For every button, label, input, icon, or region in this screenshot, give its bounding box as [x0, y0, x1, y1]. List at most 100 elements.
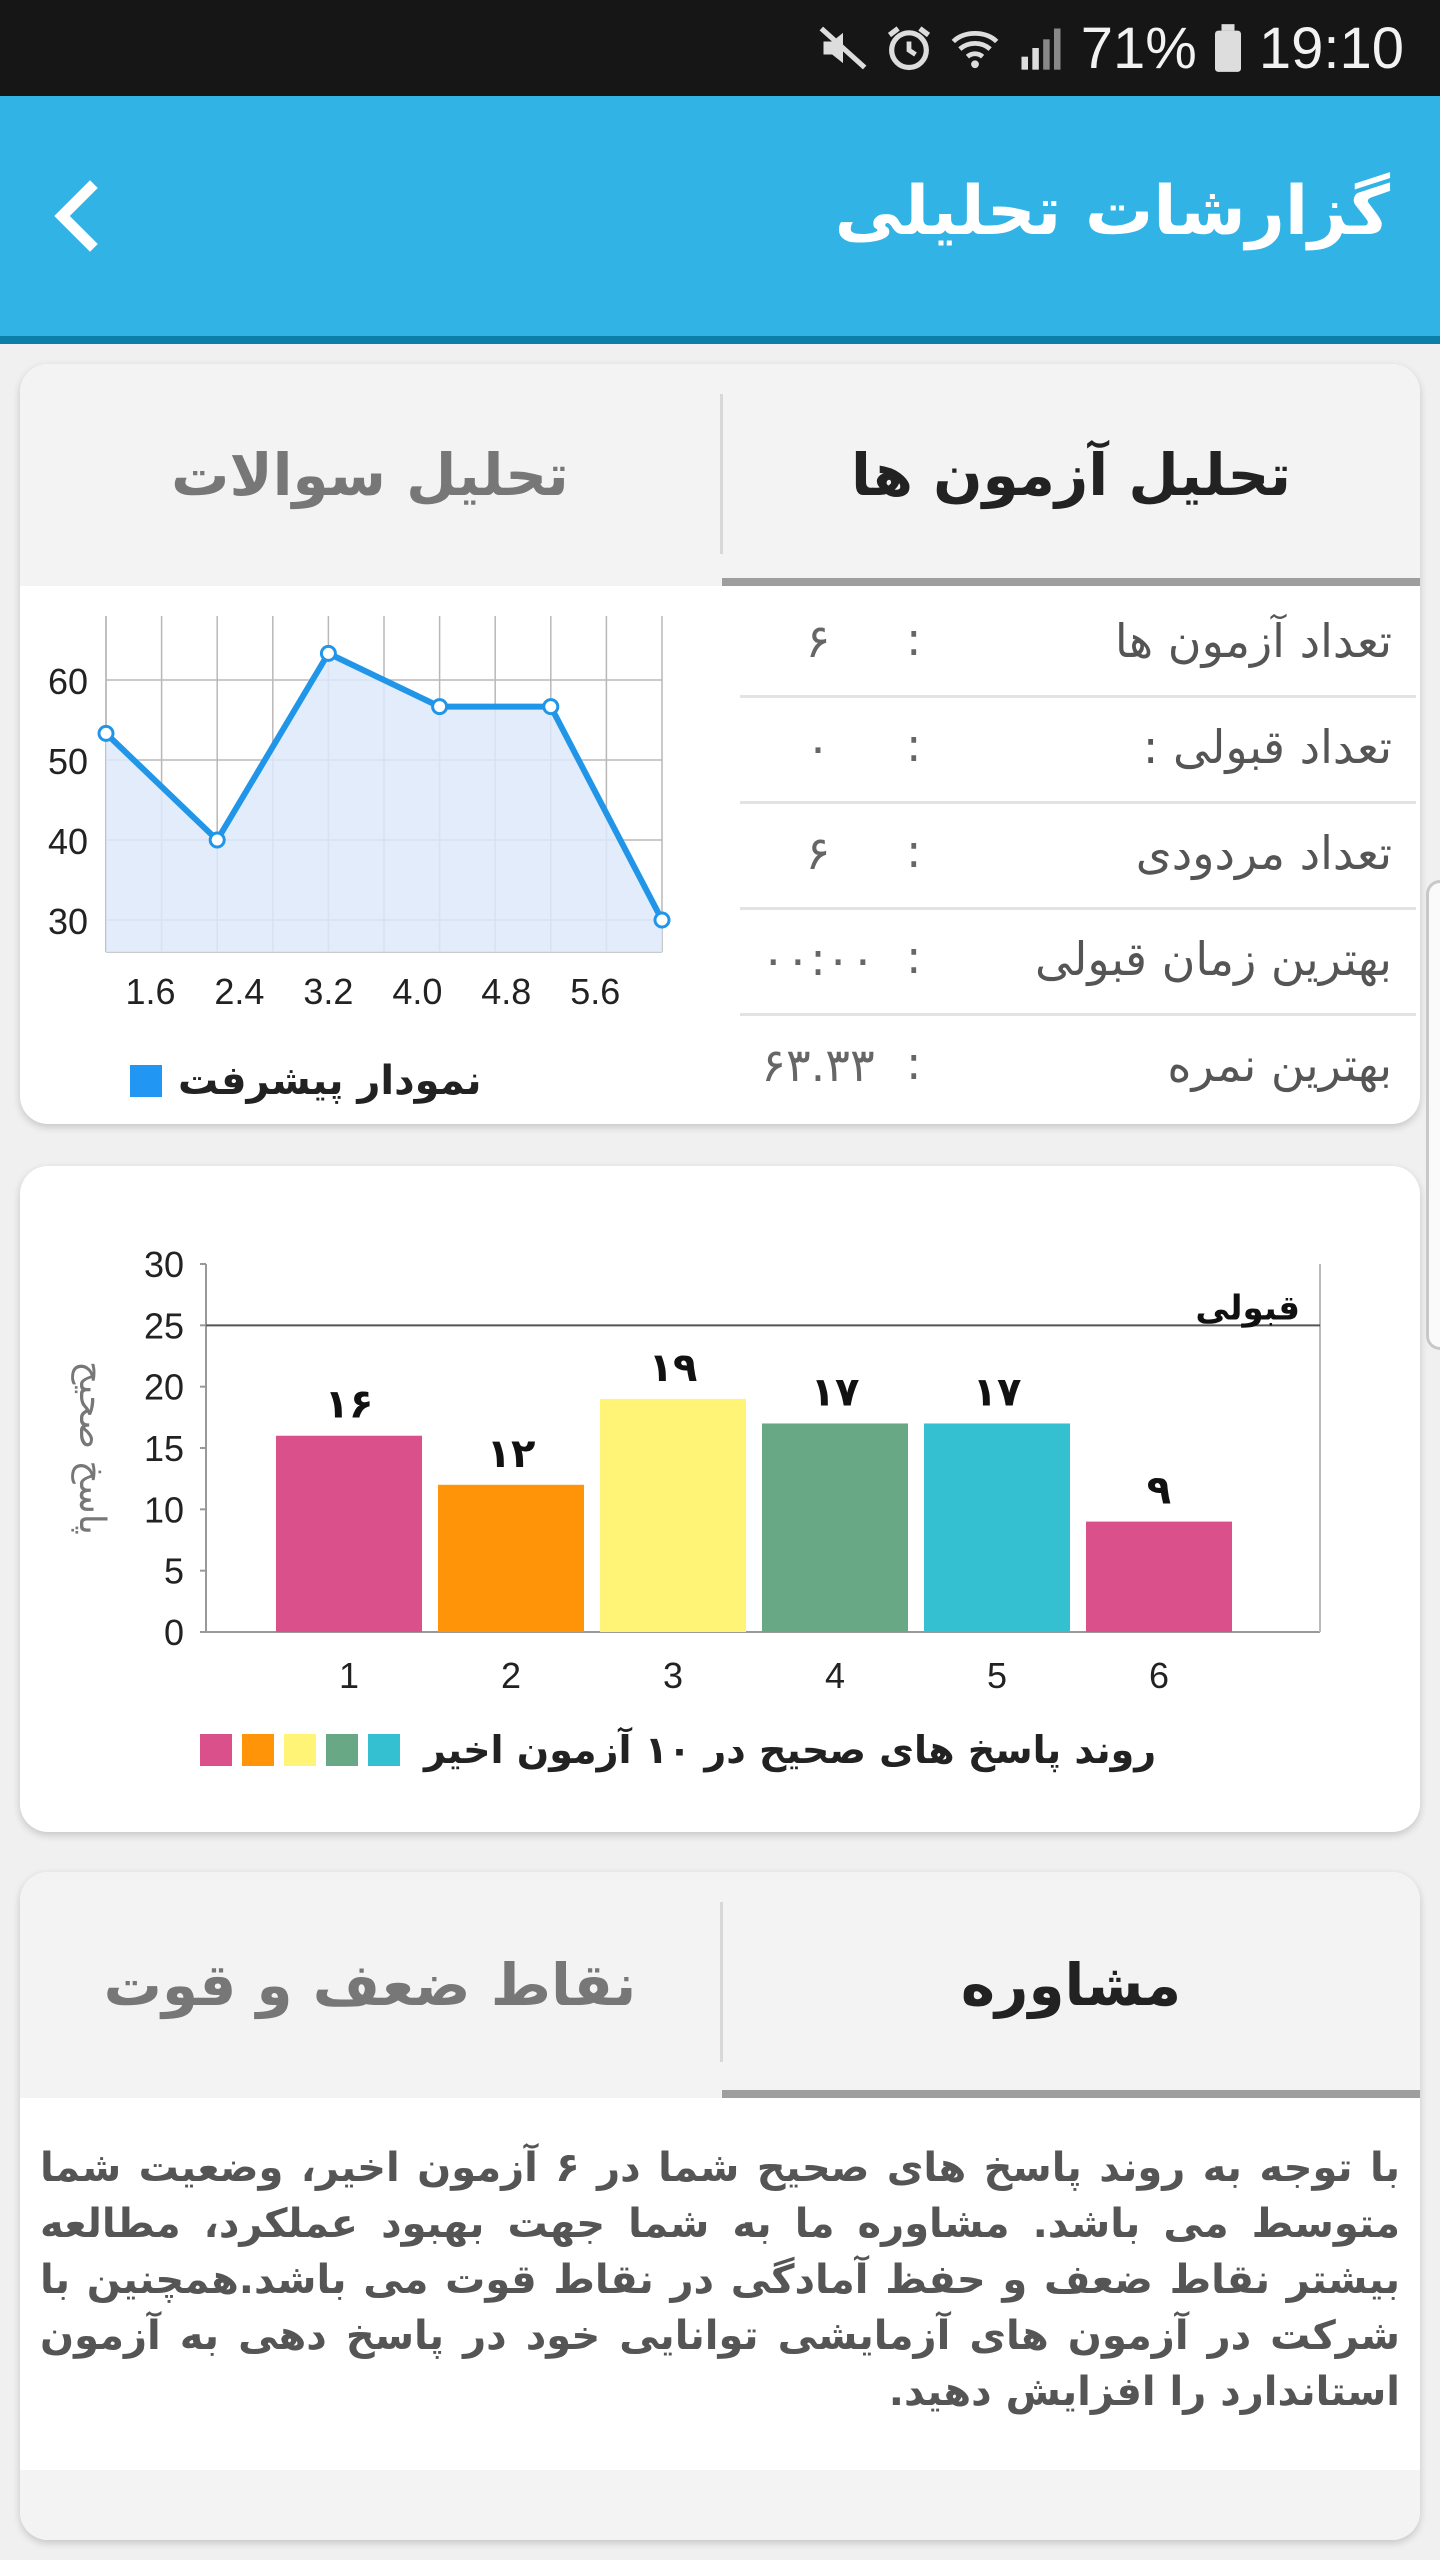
series-line: [103, 650, 665, 922]
stat-label: بهترین نمره: [1167, 1038, 1392, 1092]
y-axis-label: پاسخ صحیح: [71, 1361, 112, 1535]
wifi-icon: [951, 31, 999, 69]
status-bar: 71% 19:10: [0, 0, 1440, 96]
advice-text: با توجه به روند پاسخ های صحیح شما در ۶ آ…: [20, 2098, 1420, 2470]
battery-percent: 71%: [1080, 15, 1197, 81]
threshold-label: قبولی: [1195, 1288, 1300, 1328]
area-fill: [106, 653, 662, 952]
stat-label: تعداد آزمون ها: [1114, 614, 1392, 668]
bar: [600, 1398, 746, 1632]
stat-label: تعداد مردودی: [1135, 826, 1392, 880]
stat-label: تعداد قبولی :: [1142, 720, 1392, 774]
edge-panel-handle[interactable]: [1426, 880, 1440, 1350]
page-title: گزارشات تحلیلی: [834, 172, 1390, 251]
app-bar: گزارشات تحلیلی: [0, 96, 1440, 336]
x-tick-label: 5: [987, 1655, 1007, 1696]
bar-value-label: ۱۷: [811, 1369, 860, 1415]
tab-divider: [720, 1902, 723, 2062]
legend-label: نمودار پیشرفت: [178, 1058, 482, 1104]
legend-swatch: [200, 1734, 232, 1766]
active-tab-indicator: [722, 578, 1420, 586]
y-tick-label: 0: [164, 1612, 184, 1653]
stat-colon: :: [906, 612, 922, 666]
stat-label: بهترین زمان قبولی: [1035, 932, 1392, 986]
stat-value: ۶۳.۳۳: [761, 1038, 875, 1092]
status-icons: 71% 19:10: [817, 14, 1404, 82]
chevron-left-icon[interactable]: [30, 166, 130, 266]
stat-value: ۰۰:۰۰: [760, 932, 876, 986]
exam-stats-list: تعداد آزمون ها : ۶ تعداد قبولی : : ۰ تعد…: [740, 592, 1416, 1122]
bar: [924, 1423, 1070, 1632]
tab-strengths-weaknesses[interactable]: نقاط ضعف و قوت: [103, 1951, 637, 2019]
stat-row: تعداد آزمون ها : ۶: [740, 592, 1416, 698]
stat-value: ۰: [805, 720, 831, 774]
stat-row: تعداد قبولی : : ۰: [740, 698, 1416, 804]
bar: [1086, 1521, 1232, 1632]
tab-divider: [720, 394, 723, 554]
stat-colon: :: [906, 1036, 922, 1090]
y-tick-label: 20: [144, 1367, 184, 1408]
y-tick-label: 25: [144, 1305, 184, 1346]
bar-value-label: ۱۹: [649, 1345, 698, 1391]
legend-swatch: [242, 1734, 274, 1766]
legend-swatch: [284, 1734, 316, 1766]
analysis-card: تحلیل آزمون ها تحلیل سوالات تعداد آزمون …: [20, 364, 1420, 1124]
x-tick-label: 6: [1149, 1655, 1169, 1696]
analysis-tabs: تحلیل آزمون ها تحلیل سوالات: [20, 364, 1420, 586]
signal-icon: [1021, 28, 1061, 70]
bar-value-label: ۱۷: [973, 1369, 1022, 1415]
bar: [762, 1423, 908, 1632]
stat-colon: :: [906, 930, 922, 984]
alarm-icon: [887, 26, 930, 71]
legend-swatch: [130, 1065, 162, 1097]
advice-tabs: مشاوره نقاط ضعف و قوت: [20, 1872, 1420, 2098]
clock-time: 19:10: [1258, 15, 1404, 81]
stat-value: ۶: [805, 614, 831, 668]
data-point: [431, 698, 449, 716]
bar-chart-card: 0 5 10 15 20 25 30 قبولی پاسخ صحیح ۱۶ 1 ۱۲ 2 ۱۹ 3 ۱۷ 4 ۱۷…: [20, 1166, 1420, 1832]
bar-value-label: ۱۲: [487, 1431, 536, 1477]
legend-label: روند پاسخ های صحیح در ۱۰ آزمون اخیر: [424, 1728, 1157, 1772]
x-tick-label: 4.0: [392, 971, 442, 1012]
x-tick-label: 4.8: [481, 971, 531, 1012]
progress-line-chart: 30 40 50 60 1.6 2.4 3.2 4.0 4.8 5.6: [48, 616, 671, 1012]
y-tick-label: 50: [48, 741, 88, 782]
y-tick-label: 60: [48, 661, 88, 702]
progress-legend: نمودار پیشرفت: [130, 1058, 482, 1104]
x-tick-label: 4: [825, 1655, 845, 1696]
y-tick-label: 30: [48, 901, 88, 942]
data-point: [653, 911, 671, 929]
card-footer: [20, 2470, 1420, 2540]
data-point: [319, 644, 337, 662]
legend-swatch: [368, 1734, 400, 1766]
x-tick-label: 3.2: [303, 971, 353, 1012]
mute-icon: [819, 26, 867, 70]
bar-chart-legend: روند پاسخ های صحیح در ۱۰ آزمون اخیر: [200, 1728, 1156, 1772]
stat-row: بهترین زمان قبولی : ۰۰:۰۰: [740, 910, 1416, 1016]
stat-row: بهترین نمره : ۶۳.۳۳: [740, 1016, 1416, 1122]
legend-swatch: [326, 1734, 358, 1766]
y-tick-label: 10: [144, 1489, 184, 1530]
bar: [276, 1435, 422, 1632]
tab-exam-analysis[interactable]: تحلیل آزمون ها: [850, 441, 1292, 509]
stat-row: تعداد مردودی : ۶: [740, 804, 1416, 910]
x-tick-label: 2: [501, 1655, 521, 1696]
y-tick-label: 5: [164, 1551, 184, 1592]
correct-answers-bar-chart: 0 5 10 15 20 25 30 قبولی پاسخ صحیح ۱۶ 1 ۱۲ 2 ۱۹ 3 ۱۷ 4 ۱۷…: [71, 1244, 1321, 1696]
y-tick-label: 40: [48, 821, 88, 862]
stat-colon: :: [906, 718, 922, 772]
advice-card: مشاوره نقاط ضعف و قوت با توجه به روند پا…: [20, 1872, 1420, 2540]
data-point: [97, 724, 115, 742]
active-tab-indicator: [722, 2090, 1420, 2098]
app-bar-divider: [0, 336, 1440, 344]
data-point: [542, 698, 560, 716]
y-tick-label: 30: [144, 1244, 184, 1285]
tab-advice[interactable]: مشاوره: [960, 1951, 1182, 2019]
tab-question-analysis[interactable]: تحلیل سوالات: [171, 441, 569, 509]
bar-value-label: ۱۶: [325, 1382, 374, 1428]
bar-value-label: ۹: [1147, 1468, 1171, 1514]
x-tick-label: 5.6: [570, 971, 620, 1012]
stat-value: ۶: [805, 826, 831, 880]
bar: [438, 1484, 584, 1632]
battery-icon: [1214, 24, 1241, 72]
